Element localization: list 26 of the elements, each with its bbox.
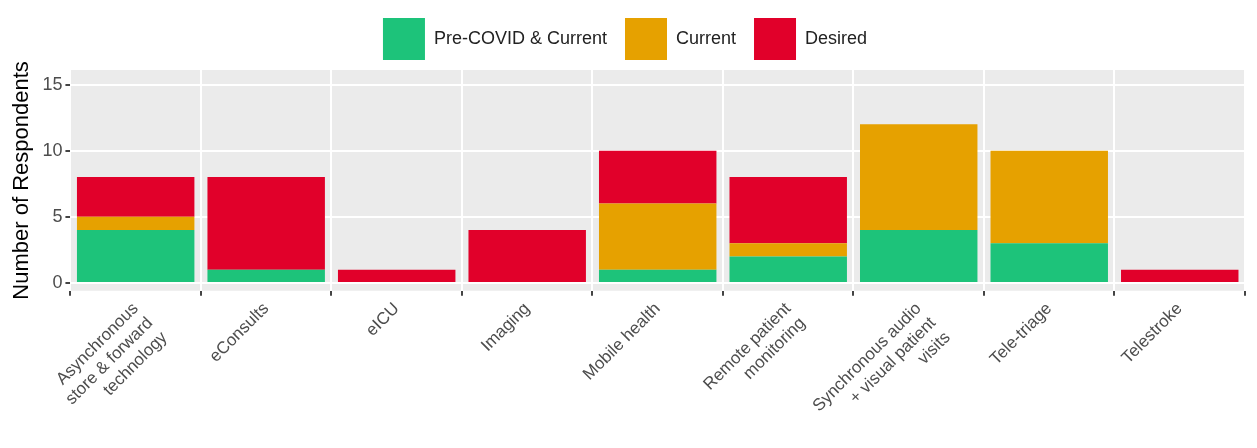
y-tick-label: 10 [42,139,63,160]
bar [729,243,847,257]
y-axis-title: Number of Respondents [8,61,34,300]
bar [990,150,1108,244]
bar [76,177,195,217]
y-tick-label: 0 [52,271,63,292]
bar [598,269,717,282]
bar [207,177,325,270]
bar [76,229,195,282]
legend-label: Desired [805,27,868,48]
bar [990,243,1108,282]
bar [598,150,717,204]
bar [729,256,847,282]
bar [598,203,717,270]
legend-label: Pre-COVID & Current [433,27,607,48]
bar [860,229,978,282]
bar [860,124,978,230]
y-tick-label: 5 [52,205,63,226]
bar [76,216,195,230]
y-tick-label: 15 [42,73,63,94]
bar [1121,269,1239,282]
bar [207,269,325,282]
bar [729,177,847,244]
bar [337,269,456,282]
bar [468,229,586,282]
legend-label: Current [676,27,737,48]
